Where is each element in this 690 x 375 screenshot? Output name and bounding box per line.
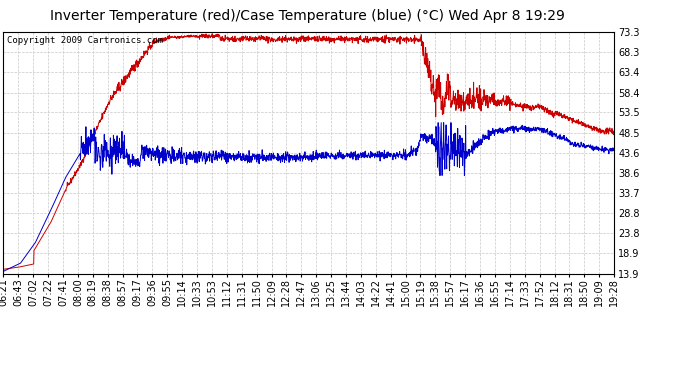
Text: Inverter Temperature (red)/Case Temperature (blue) (°C) Wed Apr 8 19:29: Inverter Temperature (red)/Case Temperat… bbox=[50, 9, 564, 23]
Text: Copyright 2009 Cartronics.com: Copyright 2009 Cartronics.com bbox=[6, 36, 162, 45]
